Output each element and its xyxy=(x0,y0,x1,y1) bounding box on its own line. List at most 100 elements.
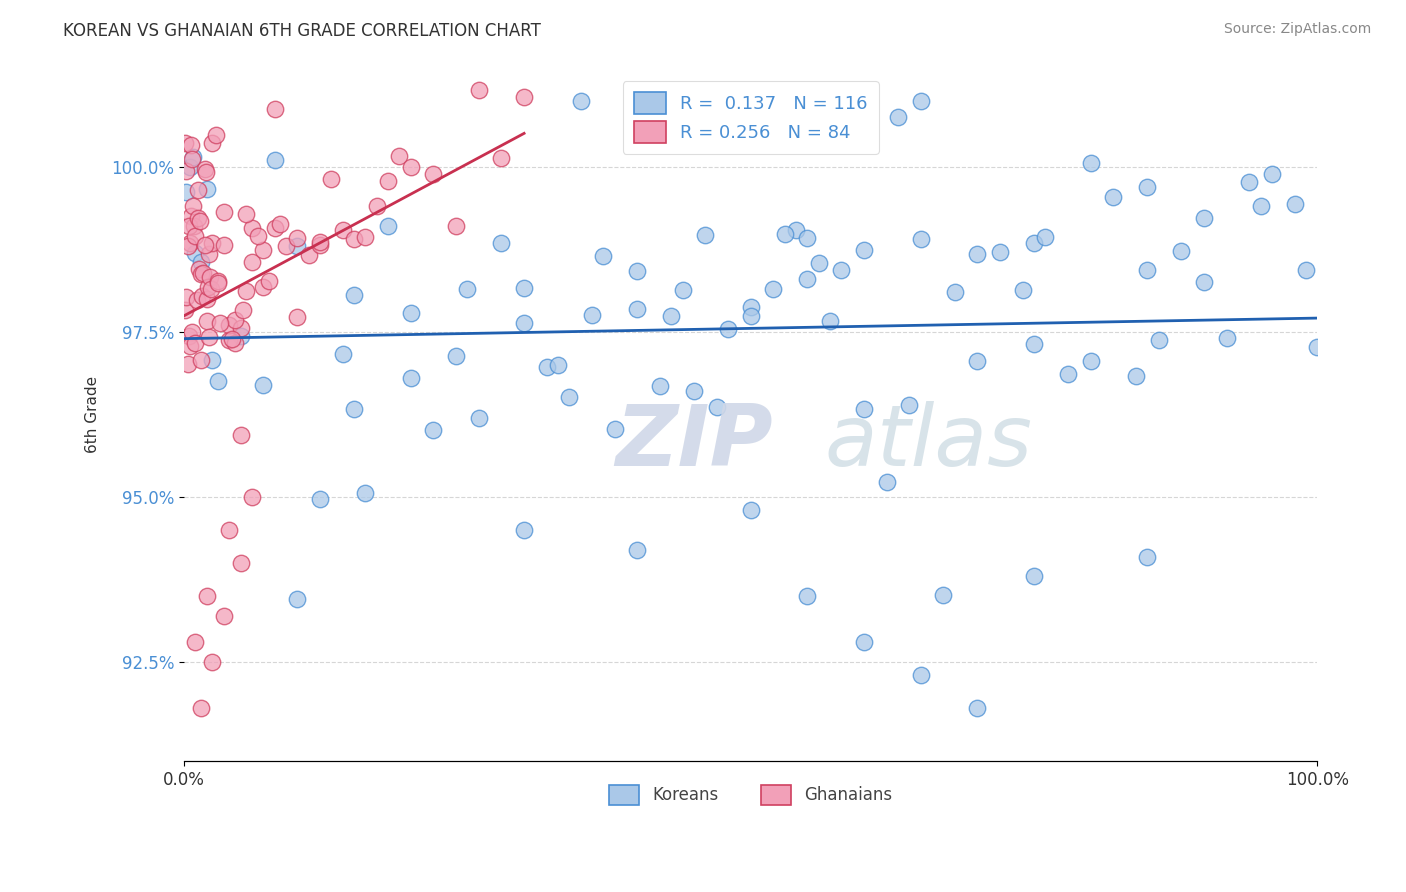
Point xyxy=(706,401,728,415)
Point xyxy=(910,668,932,682)
Point xyxy=(263,153,285,168)
Point xyxy=(181,199,204,213)
Point xyxy=(209,317,232,331)
Point xyxy=(910,95,932,109)
Point xyxy=(853,635,876,649)
Point xyxy=(1192,211,1215,226)
Point xyxy=(193,267,215,281)
Point xyxy=(195,589,218,603)
Point xyxy=(1239,175,1261,189)
Point xyxy=(229,321,252,335)
Point xyxy=(183,219,205,233)
Point xyxy=(773,227,796,241)
Point xyxy=(683,384,706,399)
Point xyxy=(198,246,221,260)
Point xyxy=(176,357,198,371)
Point xyxy=(1192,276,1215,290)
Point xyxy=(830,263,852,277)
Point xyxy=(181,150,204,164)
Point xyxy=(422,168,444,182)
Point xyxy=(740,309,762,323)
Point xyxy=(195,182,218,196)
Point xyxy=(309,235,332,249)
Point xyxy=(218,333,240,347)
Point xyxy=(887,110,910,124)
Point xyxy=(876,475,898,489)
Point xyxy=(194,164,217,178)
Point xyxy=(1136,549,1159,564)
Point xyxy=(176,238,198,252)
Point xyxy=(180,209,202,223)
Point xyxy=(232,303,254,318)
Point xyxy=(354,485,377,500)
Point xyxy=(201,136,224,151)
Point xyxy=(603,421,626,435)
Point xyxy=(966,246,988,260)
Point xyxy=(1215,331,1237,345)
Point xyxy=(796,589,818,603)
Point xyxy=(197,280,219,294)
Point xyxy=(181,152,204,166)
Point xyxy=(569,95,592,109)
Point xyxy=(966,354,988,368)
Point xyxy=(581,308,603,322)
Point xyxy=(184,229,207,244)
Point xyxy=(648,379,671,393)
Point xyxy=(422,423,444,437)
Point xyxy=(898,398,921,412)
Point xyxy=(592,249,614,263)
Point xyxy=(263,220,285,235)
Point xyxy=(240,255,263,269)
Point xyxy=(343,402,366,417)
Point xyxy=(298,248,321,262)
Point xyxy=(785,223,807,237)
Point xyxy=(796,271,818,285)
Point xyxy=(1306,340,1329,354)
Point xyxy=(200,282,222,296)
Point xyxy=(491,236,513,251)
Point xyxy=(221,332,243,346)
Point xyxy=(177,328,200,343)
Point xyxy=(343,232,366,246)
Point xyxy=(444,349,467,363)
Point xyxy=(224,335,246,350)
Point xyxy=(287,231,309,245)
Point xyxy=(198,330,221,344)
Point xyxy=(246,229,269,244)
Point xyxy=(377,219,399,234)
Point xyxy=(762,282,785,296)
Point xyxy=(1125,368,1147,383)
Point xyxy=(807,256,830,270)
Point xyxy=(1080,354,1102,368)
Point xyxy=(1284,197,1306,211)
Point xyxy=(309,238,332,252)
Point xyxy=(491,151,513,165)
Point xyxy=(444,219,467,233)
Point xyxy=(188,213,211,227)
Point xyxy=(547,358,569,372)
Point xyxy=(257,273,280,287)
Point xyxy=(205,128,228,142)
Point xyxy=(252,243,274,257)
Point xyxy=(229,328,252,343)
Legend: Koreans, Ghanaians: Koreans, Ghanaians xyxy=(599,775,903,815)
Point xyxy=(343,288,366,302)
Point xyxy=(456,282,478,296)
Point xyxy=(229,556,252,570)
Point xyxy=(932,588,955,602)
Point xyxy=(218,523,240,537)
Point xyxy=(212,609,235,624)
Point xyxy=(240,490,263,504)
Point xyxy=(287,310,309,324)
Point xyxy=(309,492,332,507)
Point xyxy=(184,246,207,260)
Point xyxy=(910,231,932,245)
Point xyxy=(201,655,224,669)
Point xyxy=(180,138,202,153)
Point xyxy=(193,162,215,177)
Text: Source: ZipAtlas.com: Source: ZipAtlas.com xyxy=(1223,22,1371,37)
Point xyxy=(207,274,229,288)
Point xyxy=(207,374,229,388)
Point xyxy=(240,221,263,235)
Point xyxy=(176,163,198,178)
